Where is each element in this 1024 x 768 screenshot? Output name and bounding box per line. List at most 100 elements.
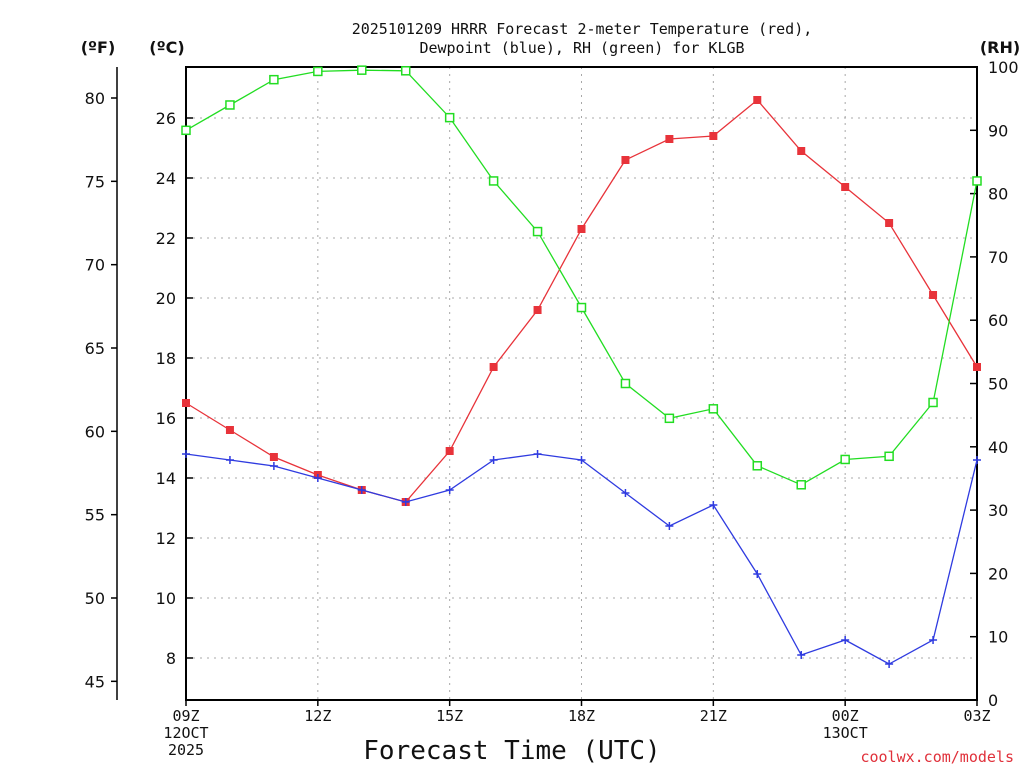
dewpoint-point: [885, 660, 894, 668]
temperature-point: [225, 426, 234, 434]
rh-tick-label: 100: [988, 58, 1019, 77]
temperature-point: [885, 219, 894, 227]
dewpoint-point: [577, 456, 586, 464]
fahrenheit-tick-label: 80: [85, 89, 105, 108]
x-tick-label: 21Z: [700, 707, 727, 725]
temperature-point: [753, 96, 762, 104]
x-axis-label: Forecast Time (UTC): [363, 736, 660, 766]
fahrenheit-tick-label: 55: [85, 506, 105, 525]
fahrenheit-tick-label: 65: [85, 339, 105, 358]
temperature-point: [489, 363, 498, 371]
chart-title-line2: Dewpoint (blue), RH (green) for KLGB: [419, 39, 744, 57]
dewpoint-point: [401, 498, 410, 506]
temperature-point: [621, 156, 630, 164]
rh-tick-label: 20: [988, 564, 1008, 583]
celsius-unit-label: (ºC): [149, 38, 184, 57]
temperature-point: [797, 147, 806, 155]
data-series: [181, 65, 982, 668]
rh-tick-label: 60: [988, 311, 1008, 330]
dewpoint-point: [841, 636, 850, 644]
rh-point: [400, 66, 411, 76]
rh-tick-label: 40: [988, 438, 1008, 457]
temperature-point: [973, 363, 981, 371]
dewpoint-point: [929, 636, 938, 644]
celsius-tick-label: 16: [156, 409, 176, 428]
dewpoint-point: [225, 456, 234, 464]
celsius-tick-label: 14: [156, 469, 176, 488]
rh-point: [313, 66, 323, 77]
x-tick-label: 00Z: [832, 707, 859, 725]
dewpoint-point: [445, 486, 454, 494]
x-tick-label: 03Z: [963, 707, 990, 725]
credit-link[interactable]: coolwx.com/models: [860, 748, 1014, 766]
rh-point: [796, 480, 806, 490]
temperature-point: [533, 306, 542, 314]
dewpoint-point: [313, 474, 322, 482]
rh-point: [444, 112, 455, 123]
fahrenheit-tick-label: 45: [85, 672, 105, 691]
rh-point: [708, 404, 719, 414]
x-tick-label: 2025: [168, 741, 204, 759]
dewpoint-point: [533, 450, 542, 458]
celsius-tick-label: 24: [156, 169, 176, 188]
dewpoint-point: [709, 501, 718, 509]
dewpoint-point: [269, 462, 278, 470]
x-tick-label: 13OCT: [823, 724, 868, 742]
celsius-tick-label: 26: [156, 109, 176, 128]
celsius-tick-label: 10: [156, 589, 176, 608]
rh-point: [269, 74, 279, 85]
temperature-point: [665, 135, 674, 143]
rh-point: [664, 413, 675, 424]
rh-point: [576, 302, 587, 313]
dewpoint-point: [797, 651, 806, 659]
celsius-tick-label: 8: [166, 649, 176, 668]
temperature-point: [445, 447, 454, 455]
gridlines: [186, 67, 977, 700]
rh-point: [532, 226, 543, 237]
rh-tick-label: 70: [988, 248, 1008, 267]
dewpoint-point: [665, 522, 674, 530]
fahrenheit-tick-label: 75: [85, 172, 105, 191]
rh-unit-label: (RH): [980, 38, 1020, 57]
fahrenheit-tick-label: 60: [85, 422, 105, 441]
rh-tick-label: 50: [988, 375, 1008, 394]
x-tick-label: 15Z: [436, 707, 463, 725]
x-tick-label: 09Z: [172, 707, 199, 725]
rh-tick-label: 0: [988, 691, 998, 710]
dewpoint-point: [621, 489, 630, 497]
fahrenheit-tick-label: 70: [85, 256, 105, 275]
dewpoint-point: [973, 456, 981, 464]
celsius-tick-label: 20: [156, 289, 176, 308]
fahrenheit-unit-label: (ºF): [81, 38, 116, 57]
temperature-point: [577, 225, 586, 233]
rh-point: [840, 454, 850, 465]
dewpoint-point: [753, 570, 762, 578]
x-tick-label: 12Z: [304, 707, 331, 725]
series-line-temperature: [185, 99, 978, 503]
rh-point: [181, 125, 191, 136]
x-tick-label: 18Z: [568, 707, 595, 725]
rh-point: [928, 397, 938, 408]
temperature-point: [929, 291, 938, 299]
temperature-point: [269, 453, 278, 461]
rh-tick-label: 30: [988, 501, 1008, 520]
rh-tick-label: 90: [988, 121, 1008, 140]
rh-tick-label: 80: [988, 185, 1008, 204]
rh-point: [752, 461, 763, 471]
rh-point: [488, 176, 499, 186]
rh-point: [972, 176, 982, 186]
chart-title-line1: 2025101209 HRRR Forecast 2-meter Tempera…: [352, 20, 813, 38]
dewpoint-point: [357, 486, 366, 494]
celsius-tick-label: 22: [156, 229, 176, 248]
plot-frame: [185, 66, 978, 701]
rh-tick-label: 10: [988, 628, 1008, 647]
rh-point: [620, 378, 631, 389]
dewpoint-point: [489, 456, 498, 464]
fahrenheit-tick-label: 50: [85, 589, 105, 608]
x-tick-label: 12OCT: [163, 724, 208, 742]
rh-point: [884, 451, 894, 462]
celsius-tick-label: 12: [156, 529, 176, 548]
temperature-point: [182, 399, 190, 407]
